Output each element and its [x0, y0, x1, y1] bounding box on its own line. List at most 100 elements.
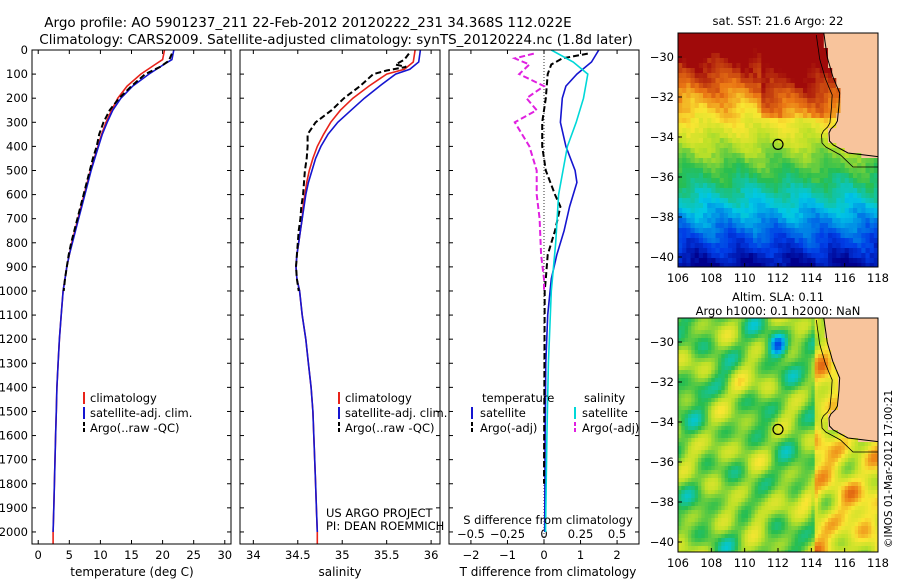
- sla-cell: [811, 410, 816, 415]
- sst-cell: [790, 183, 796, 189]
- sla-cell: [881, 342, 885, 347]
- sla-cell: [788, 382, 792, 387]
- sst-cell: [786, 133, 792, 139]
- sst-cell: [723, 78, 729, 84]
- sst-cell: [865, 233, 871, 239]
- sst-cell: [790, 258, 796, 264]
- sla-cell: [848, 338, 852, 343]
- sst-cell: [878, 93, 883, 99]
- sst-cell: [732, 158, 737, 164]
- sst-cell: [765, 98, 771, 104]
- sla-cell: [868, 326, 872, 331]
- sla-cell: [858, 318, 862, 323]
- sla-cell: [711, 374, 716, 379]
- sla-cell: [774, 410, 779, 415]
- sla-cell: [694, 430, 699, 435]
- sla-cell: [738, 430, 742, 435]
- sst-cell: [757, 128, 762, 134]
- sla-cell: [868, 334, 872, 339]
- sst-cell: [715, 73, 721, 79]
- sst-cell: [698, 193, 704, 199]
- sst-cell: [828, 173, 833, 179]
- sst-cell: [782, 243, 787, 249]
- sst-cell: [723, 163, 729, 169]
- sst-cell: [798, 128, 804, 134]
- sst-cell: [873, 213, 878, 219]
- sst-cell: [869, 108, 875, 114]
- sst-cell: [715, 213, 721, 219]
- sst-cell: [698, 223, 704, 229]
- sst-cell: [748, 203, 754, 209]
- sst-cell: [798, 48, 804, 54]
- sst-cell: [719, 178, 725, 184]
- sst-cell: [694, 158, 700, 164]
- sst-cell: [819, 238, 825, 244]
- sla-cell: [808, 350, 812, 355]
- sla-cell: [798, 462, 802, 467]
- depth-tick-label: 200: [6, 91, 28, 105]
- sla-cell: [741, 318, 746, 323]
- sst-cell: [782, 183, 787, 189]
- sst-cell: [811, 153, 817, 159]
- sst-cell: [765, 33, 771, 39]
- legend-label-t-satellite: satellite: [480, 406, 526, 420]
- sla-cell: [701, 390, 706, 395]
- sst-cell: [790, 53, 796, 59]
- sst-cell: [811, 68, 817, 74]
- sla-cell: [724, 422, 729, 427]
- sst-cell: [823, 218, 829, 224]
- sla-cell: [734, 406, 739, 411]
- sst-cell: [757, 253, 762, 259]
- sst-cell: [707, 253, 712, 259]
- sst-cell: [753, 103, 758, 109]
- sla-cell: [878, 394, 882, 399]
- sla-cell: [678, 446, 682, 451]
- sst-cell: [686, 253, 692, 259]
- sla-cell: [824, 318, 829, 323]
- sla-cell: [698, 338, 702, 343]
- sst-cell: [715, 113, 721, 119]
- sla-cell: [868, 318, 872, 323]
- sla-cell: [754, 358, 759, 363]
- sst-cell: [882, 223, 887, 229]
- sst-cell: [786, 138, 792, 144]
- sla-cell: [698, 422, 702, 427]
- sla-cell: [834, 402, 839, 407]
- sla-cell: [824, 326, 829, 331]
- sla-cell: [754, 450, 759, 455]
- sst-cell: [765, 203, 771, 209]
- sst-cell: [682, 183, 687, 189]
- sla-cell: [691, 462, 696, 467]
- sla-cell: [868, 458, 872, 463]
- sst-cell: [773, 43, 779, 49]
- sst-cell: [761, 68, 767, 74]
- sla-cell: [854, 422, 859, 427]
- sla-cell: [761, 358, 766, 363]
- sst-cell: [794, 113, 800, 119]
- series-line-argo-raw-qc-: [62, 53, 173, 292]
- sst-cell: [811, 243, 817, 249]
- sst-cell: [698, 198, 704, 204]
- sst-cell: [728, 213, 733, 219]
- sst-cell: [832, 163, 837, 169]
- sst-cell: [782, 173, 787, 179]
- sla-cell: [758, 402, 762, 407]
- sla-cell: [794, 366, 799, 371]
- sla-cell: [771, 406, 776, 411]
- sla-cell: [804, 342, 809, 347]
- sst-cell: [803, 173, 808, 179]
- sla-cell: [701, 406, 706, 411]
- sst-cell: [753, 73, 758, 79]
- sla-cell: [678, 334, 682, 339]
- sla-cell: [818, 350, 822, 355]
- sla-cell: [774, 366, 779, 371]
- depth-tick-label: 1400: [0, 380, 28, 394]
- sla-cell: [848, 374, 852, 379]
- sla-cell: [838, 394, 842, 399]
- sst-cell: [807, 78, 812, 84]
- sst-cell: [807, 158, 812, 164]
- sla-cell: [751, 434, 756, 439]
- sla-cell: [781, 450, 786, 455]
- sla-cell: [681, 418, 686, 423]
- sla-cell: [868, 454, 872, 459]
